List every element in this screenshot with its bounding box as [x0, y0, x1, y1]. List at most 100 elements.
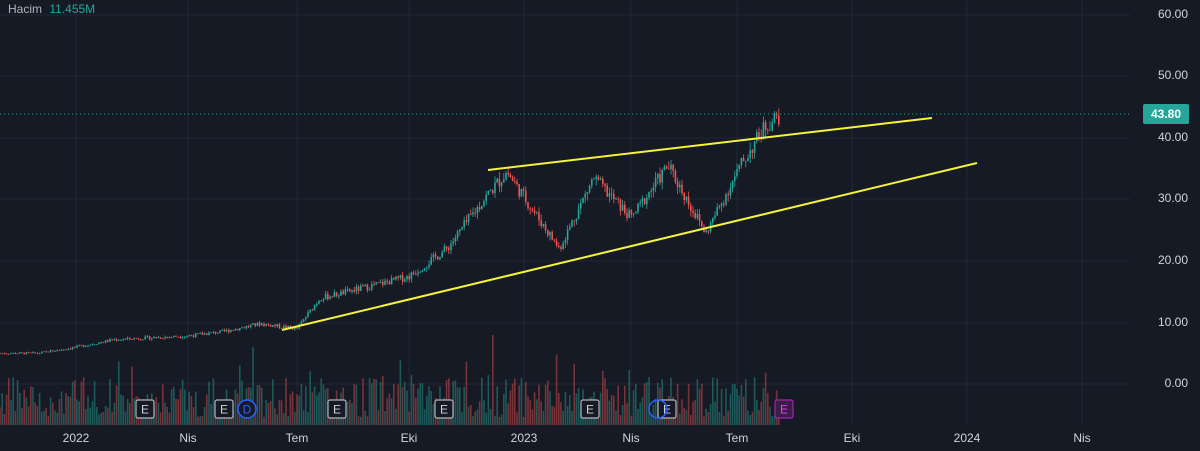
event-marker-3[interactable]: E — [327, 399, 347, 419]
volume-bar-128 — [280, 400, 283, 425]
candle-28 — [60, 348, 63, 351]
candle-65 — [142, 339, 144, 341]
candle-body — [454, 237, 457, 242]
candle-body — [412, 272, 415, 274]
candle-275 — [604, 182, 606, 192]
candle-308 — [676, 177, 679, 195]
candle-body — [351, 289, 353, 292]
candle-body — [157, 337, 160, 339]
volume-bar-37 — [80, 381, 83, 425]
volume-bar-325 — [714, 401, 716, 425]
volume-bar-169 — [371, 383, 373, 425]
candle-204 — [448, 246, 450, 254]
candle-56 — [122, 338, 124, 342]
volume-bar-318 — [698, 389, 701, 425]
candle-32 — [69, 347, 72, 350]
event-marker-2[interactable]: D — [237, 399, 257, 419]
event-marker-7[interactable]: E — [774, 399, 794, 419]
candle-body — [32, 352, 34, 354]
candle-128 — [280, 327, 283, 329]
candle-256 — [562, 240, 564, 251]
candle-body — [254, 323, 256, 326]
candle-162 — [355, 283, 358, 295]
candle-281 — [617, 196, 619, 204]
candle-body — [285, 325, 287, 329]
candle-254 — [558, 242, 560, 249]
candle-body — [437, 256, 439, 260]
volume-bar-148 — [324, 388, 327, 425]
volume-bar-104 — [228, 412, 230, 425]
candle-191 — [419, 270, 421, 274]
candle-211 — [463, 216, 465, 231]
candle-29 — [63, 349, 65, 351]
candle-body — [456, 231, 459, 238]
volume-bar-310 — [681, 399, 683, 425]
volume-bar-50 — [109, 379, 111, 425]
candle-112 — [245, 325, 248, 330]
volume-bar-97 — [212, 378, 215, 425]
candle-body — [648, 191, 650, 198]
candle-body — [423, 268, 426, 271]
candle-266 — [584, 190, 586, 204]
volume-bar-39 — [85, 408, 87, 425]
candle-body — [522, 189, 525, 191]
volume-bar-278 — [610, 395, 613, 425]
volume-bar-72 — [157, 402, 160, 425]
volume-bar-34 — [74, 380, 76, 425]
candle-276 — [606, 182, 608, 198]
candle-body — [426, 267, 428, 269]
y-tick-10: 10.00 — [1157, 315, 1188, 329]
candle-260 — [571, 218, 573, 228]
volume-bar-59 — [129, 403, 131, 425]
candle-body — [131, 339, 133, 340]
volume-bar-71 — [155, 397, 157, 425]
candle-344 — [756, 129, 758, 144]
candle-87 — [190, 334, 193, 337]
volume-bar-352 — [773, 416, 776, 425]
x-tick-2023: 2023 — [510, 431, 538, 445]
candle-269 — [591, 177, 593, 189]
volume-bar-120 — [263, 416, 265, 425]
x-tick-nis-3: Nis — [1073, 431, 1091, 445]
volume-bar-91 — [199, 416, 201, 425]
candle-body — [698, 214, 701, 222]
volume-bar-323 — [709, 404, 712, 425]
candle-215 — [472, 207, 474, 217]
candle-body — [120, 339, 122, 341]
candle-body — [146, 336, 149, 338]
candle-101 — [221, 328, 223, 331]
earnings-badge — [327, 399, 347, 419]
candle-147 — [322, 297, 325, 303]
candle-body — [595, 176, 597, 179]
candle-body — [230, 330, 232, 333]
volume-bar-174 — [382, 376, 384, 425]
event-marker-4[interactable]: E — [434, 399, 454, 419]
candle-body — [401, 275, 404, 282]
candle-body — [718, 206, 721, 208]
candle-body — [417, 272, 419, 275]
volume-bar-93 — [203, 406, 206, 425]
volume-bar-131 — [287, 416, 289, 425]
volume-bar-166 — [364, 410, 366, 425]
volume-bar-49 — [107, 407, 109, 425]
candle-250 — [549, 231, 551, 241]
candle-164 — [360, 283, 362, 292]
candle-body — [324, 293, 327, 300]
upper-trendline[interactable] — [487, 117, 933, 171]
candle-309 — [679, 180, 681, 193]
candle-67 — [146, 334, 149, 338]
event-marker-5[interactable]: E — [580, 399, 600, 419]
event-marker-1[interactable]: E — [214, 399, 234, 419]
candle-body — [538, 212, 540, 221]
event-marker-0[interactable]: E — [135, 399, 155, 419]
volume-bar-267 — [586, 415, 589, 425]
candle-261 — [573, 220, 575, 227]
earnings-letter: E — [586, 403, 594, 417]
candle-body — [225, 329, 228, 332]
volume-bar-40 — [87, 396, 89, 425]
lower-trendline[interactable] — [281, 162, 978, 331]
candle-187 — [410, 271, 413, 283]
volume-bar-6 — [12, 377, 14, 425]
